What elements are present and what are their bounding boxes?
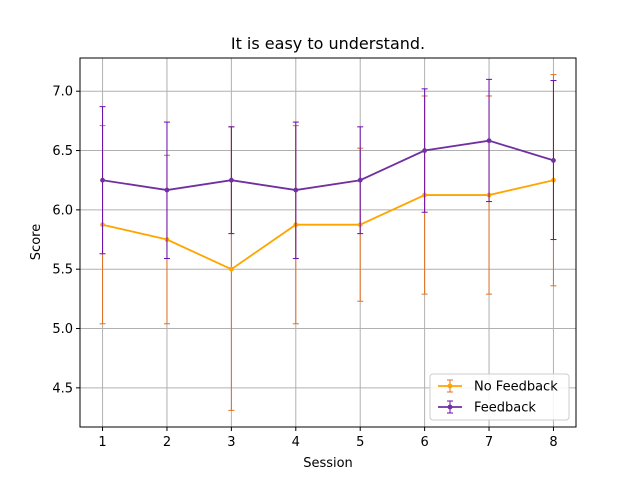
- y-tick-label: 7.0: [52, 85, 73, 100]
- legend-entry: No Feedback: [438, 379, 558, 395]
- data-point: [357, 177, 363, 183]
- legend-label: No Feedback: [474, 380, 558, 395]
- legend-marker: [447, 404, 453, 410]
- ticks: 1 2 3 4 5 6 7 8 4.5 5.0 5.5 6.0 6.5 7.0: [52, 85, 557, 450]
- data-point: [228, 177, 234, 183]
- y-tick-label: 4.5: [52, 381, 73, 396]
- data-point: [100, 177, 105, 183]
- data-point: [228, 266, 234, 272]
- legend-label: Feedback: [474, 401, 536, 416]
- plot-frame: [79, 57, 577, 428]
- x-tick-label: 8: [549, 435, 557, 450]
- series-line: [102, 179, 554, 271]
- x-tick-label: 1: [98, 435, 106, 450]
- legend-entry: Feedback: [438, 400, 536, 416]
- y-tick-label: 5.0: [52, 322, 73, 337]
- data-point: [293, 187, 299, 193]
- x-tick-label: 7: [485, 435, 493, 450]
- x-tick-label: 5: [356, 435, 364, 450]
- x-tick-label: 6: [420, 435, 428, 450]
- x-tick-label: 4: [292, 435, 300, 450]
- x-tick-label: 2: [163, 435, 171, 450]
- data-point: [486, 138, 492, 144]
- y-tick-label: 5.5: [52, 263, 73, 278]
- legend: No Feedback Feedback: [429, 373, 570, 421]
- grid: [80, 58, 576, 427]
- x-axis-label: Session: [303, 456, 353, 471]
- series-layer: [99, 74, 557, 411]
- chart-title: It is easy to understand.: [231, 34, 425, 53]
- y-tick-label: 6.0: [52, 203, 73, 218]
- series-no-feedback: [99, 74, 557, 411]
- data-point: [551, 157, 556, 163]
- series-line: [102, 139, 554, 191]
- y-tick-label: 6.5: [52, 144, 73, 159]
- series-feedback: [99, 78, 557, 260]
- y-axis-label: Score: [29, 224, 44, 260]
- x-tick-label: 3: [227, 435, 235, 450]
- legend-box: [429, 373, 570, 421]
- legend-marker: [447, 383, 453, 389]
- data-point: [164, 187, 170, 193]
- data-point: [422, 148, 428, 153]
